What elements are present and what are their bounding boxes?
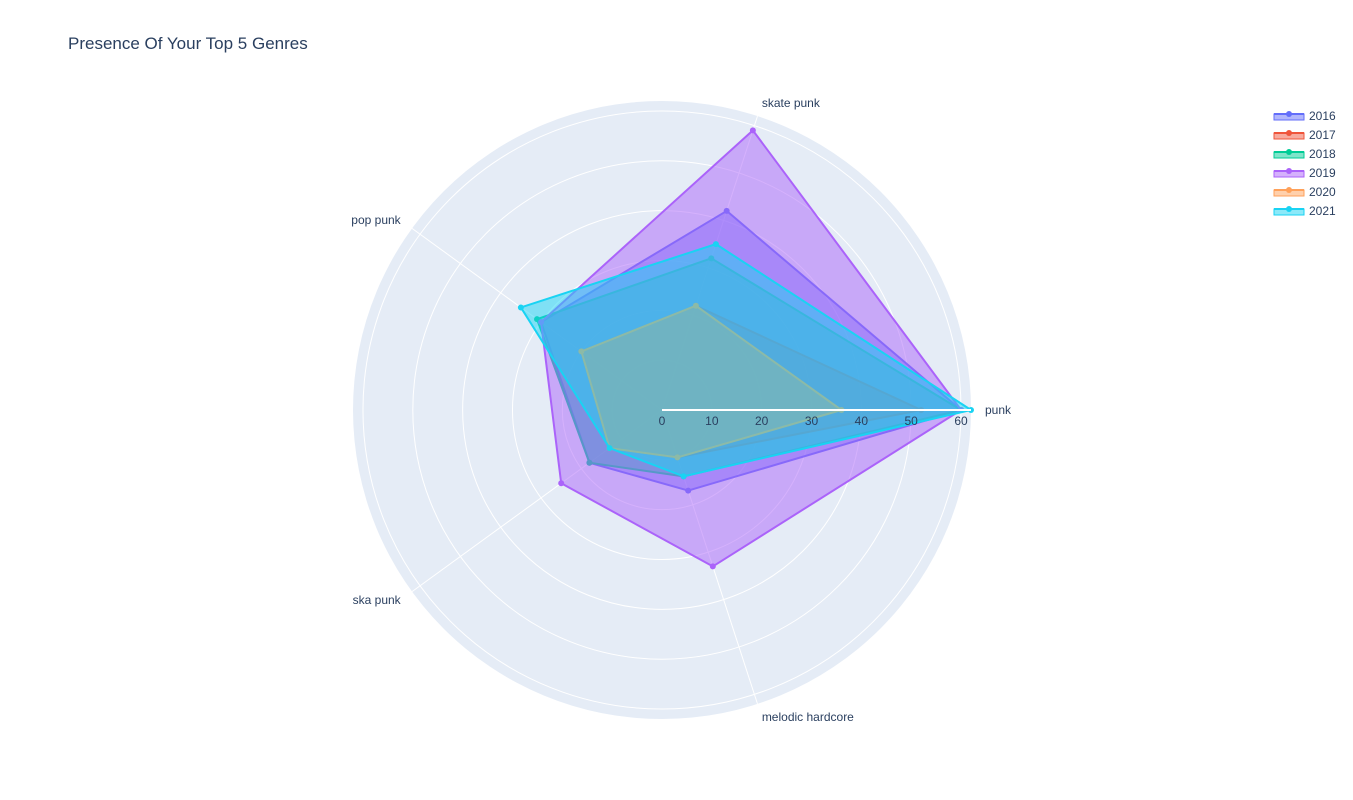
chart-title: Presence Of Your Top 5 Genres — [68, 34, 308, 53]
legend-label: 2018 — [1309, 146, 1336, 161]
radial-tick-label: 10 — [705, 414, 719, 428]
angular-label-pop-punk: pop punk — [351, 213, 401, 227]
legend-item-2019[interactable]: 2019 — [1273, 163, 1336, 182]
series-area-2021 — [519, 243, 972, 478]
legend-swatch — [1273, 148, 1305, 158]
angular-label-ska-punk: ska punk — [353, 593, 402, 607]
series-point-2019 — [749, 127, 756, 134]
series-point-2021 — [606, 445, 613, 452]
legend-item-2021[interactable]: 2021 — [1273, 201, 1336, 220]
radial-tick-label: 0 — [659, 414, 666, 428]
legend-swatch-marker — [1286, 110, 1292, 117]
series-point-2021 — [712, 241, 719, 248]
legend-label: 2016 — [1309, 108, 1336, 123]
series-point-2019 — [558, 480, 565, 487]
legend-swatch — [1273, 110, 1305, 120]
series-point-2021 — [517, 304, 524, 311]
series-point-2021 — [680, 473, 687, 480]
legend-label: 2019 — [1309, 165, 1336, 180]
angular-axis-labels: punk skate punk pop punk ska punk melodic ha… — [351, 96, 1012, 724]
series-layer — [517, 127, 974, 570]
series-point-2019 — [709, 563, 716, 570]
legend-swatch — [1273, 205, 1305, 215]
legend-item-2016[interactable]: 2016 — [1273, 106, 1336, 125]
radial-tick-label: 40 — [855, 414, 869, 428]
legend-swatch — [1273, 186, 1305, 196]
legend-swatch-marker — [1286, 148, 1292, 155]
radial-tick-label: 20 — [755, 414, 769, 428]
legend-item-2018[interactable]: 2018 — [1273, 144, 1336, 163]
radial-tick-label: 30 — [805, 414, 819, 428]
radial-tick-label: 50 — [905, 414, 919, 428]
legend-swatch-marker — [1286, 167, 1292, 174]
radial-tick-label: 60 — [954, 414, 968, 428]
legend-item-2017[interactable]: 2017 — [1273, 125, 1336, 144]
legend-item-2020[interactable]: 2020 — [1273, 182, 1336, 201]
angular-label-punk: punk — [985, 403, 1012, 417]
legend: 2016 2017 2018 2019 2020 2021 — [1273, 106, 1336, 220]
legend-swatch — [1273, 167, 1305, 177]
legend-label: 2020 — [1309, 184, 1336, 199]
legend-swatch-marker — [1286, 129, 1292, 136]
angular-label-melodic-hardcore: melodic hardcore — [762, 710, 854, 724]
legend-swatch-marker — [1286, 186, 1292, 193]
radial-axis: 0 10 20 30 40 50 60 — [659, 409, 971, 428]
legend-swatch — [1273, 129, 1305, 139]
legend-label: 2017 — [1309, 127, 1336, 142]
legend-label: 2021 — [1309, 203, 1336, 218]
angular-label-skate-punk: skate punk — [762, 96, 821, 110]
legend-swatch-marker — [1286, 205, 1292, 212]
